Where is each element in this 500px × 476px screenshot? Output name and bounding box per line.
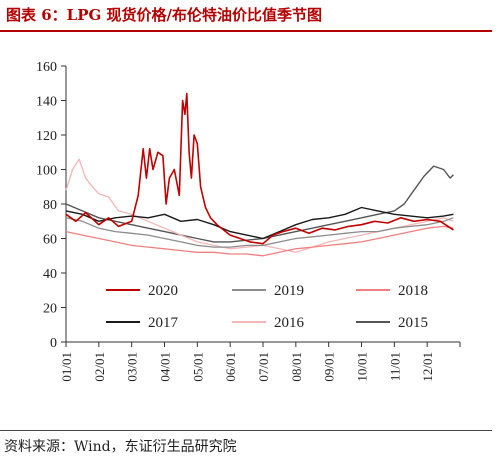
legend-label-2016: 2016	[274, 315, 305, 331]
source-note: 资料来源：Wind，东证衍生品研究院	[4, 439, 237, 455]
title-rule	[0, 30, 492, 32]
x-tick-label: 11/01	[387, 352, 402, 381]
legend-label-2017: 2017	[148, 315, 179, 331]
x-tick-label: 12/01	[420, 352, 435, 382]
x-tick-label: 04/01	[158, 352, 173, 382]
y-tick-label: 140	[36, 95, 57, 110]
legend-label-2018: 2018	[398, 283, 428, 299]
legend-label-2019: 2019	[274, 283, 304, 299]
line-chart: 0 20 40 60 80 100 120 140 160 01/01 02/01 03/01 04/…	[36, 60, 461, 382]
x-tick-label: 05/01	[190, 352, 205, 382]
y-tick-label: 60	[43, 233, 57, 248]
series-line-2019	[65, 217, 454, 248]
series-lines	[65, 92, 454, 257]
legend: 2020 2019 2018 2017 2016 2015	[106, 283, 428, 331]
y-tick-label: 80	[43, 198, 57, 213]
x-tick-label: 09/01	[322, 352, 337, 382]
x-tick-label: 06/01	[223, 352, 238, 382]
y-tick-label: 20	[43, 302, 57, 317]
series-line-2017	[65, 206, 454, 240]
title-bar: 图表 6：LPG 现货价格/布伦特油价比值季节图	[0, 0, 492, 32]
chart-title: 图表 6：LPG 现货价格/布伦特油价比值季节图	[6, 6, 322, 24]
x-axis: 01/01 02/01 03/01 04/01 05/01 06/01 07/01 08/01…	[59, 341, 461, 382]
legend-label-2020: 2020	[148, 283, 178, 299]
source-rule	[0, 430, 492, 431]
y-tick-label: 120	[36, 129, 57, 144]
x-tick-label: 07/01	[256, 352, 271, 382]
x-tick-label: 02/01	[92, 352, 107, 382]
series-line-2018	[65, 225, 454, 257]
series-line-2015	[65, 165, 454, 243]
y-tick-label: 0	[50, 336, 57, 351]
x-tick-label: 01/01	[59, 352, 74, 382]
y-tick-label: 40	[43, 267, 57, 282]
y-tick-label: 160	[36, 60, 57, 75]
series-line-2020	[65, 92, 454, 245]
y-tick-label: 100	[36, 164, 57, 179]
x-tick-label: 10/01	[355, 352, 370, 382]
y-axis: 0 20 40 60 80 100 120 140 160	[36, 60, 67, 351]
x-tick-label: 03/01	[125, 352, 140, 382]
legend-label-2015: 2015	[398, 315, 428, 331]
x-tick-label: 08/01	[289, 352, 304, 382]
